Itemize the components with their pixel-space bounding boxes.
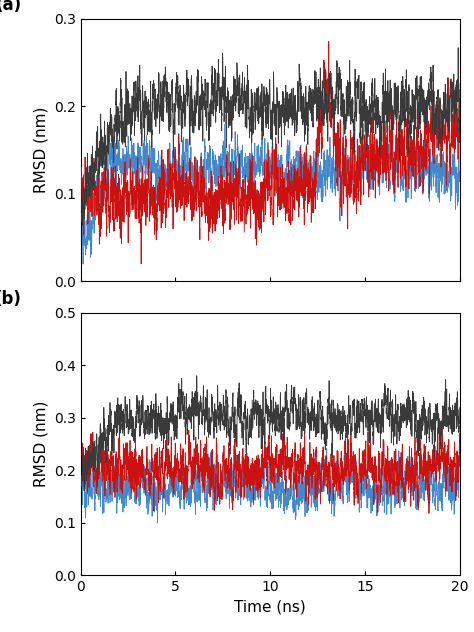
Text: (a): (a)	[0, 0, 22, 14]
Text: (b): (b)	[0, 289, 22, 308]
Y-axis label: RMSD (nm): RMSD (nm)	[33, 107, 48, 193]
X-axis label: Time (ns): Time (ns)	[234, 600, 306, 614]
Y-axis label: RMSD (nm): RMSD (nm)	[33, 401, 48, 487]
